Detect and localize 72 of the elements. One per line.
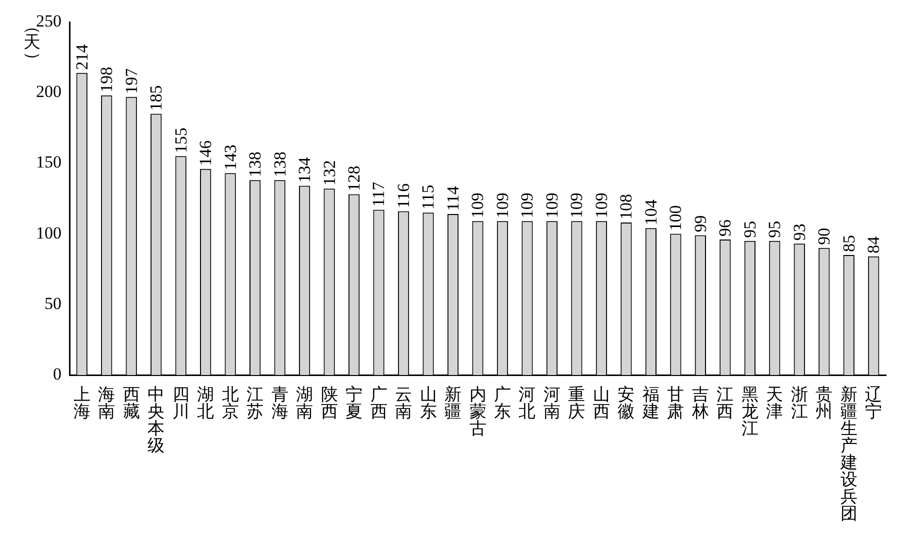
- x-tick-label: 湖南: [296, 384, 314, 421]
- data-label: 132: [320, 160, 339, 186]
- data-label: 185: [146, 85, 166, 111]
- data-label: 99: [690, 215, 710, 232]
- data-label: 84: [864, 236, 884, 254]
- y-tick-label: 150: [36, 152, 62, 172]
- x-tick-label: 宁夏: [346, 384, 363, 421]
- y-tick-label: 100: [36, 223, 62, 242]
- x-tick-label: 陕西: [320, 384, 338, 421]
- x-tick-label: 湖北: [197, 384, 214, 421]
- data-label: 114: [443, 186, 462, 212]
- x-tick-label: 重庆: [568, 384, 586, 421]
- x-tick-label: 江西: [716, 384, 734, 421]
- data-label: 95: [740, 220, 760, 238]
- y-tick-label: 50: [44, 294, 62, 313]
- data-label: 108: [616, 194, 636, 220]
- data-label: 109: [542, 192, 562, 218]
- data-label: 115: [418, 184, 438, 210]
- x-tick-label: 山东: [420, 384, 437, 421]
- x-tick-label: 贵州: [816, 384, 833, 421]
- data-label: 109: [518, 192, 537, 218]
- data-label: 85: [839, 234, 858, 252]
- y-tick-label: 250: [36, 11, 62, 30]
- data-label: 109: [592, 192, 611, 218]
- x-tick-label: 浙江: [790, 384, 808, 421]
- data-label: 128: [344, 166, 364, 192]
- data-label: 214: [72, 44, 92, 70]
- x-tick-label: 河南: [543, 384, 560, 421]
- x-tick-label: 海南: [98, 384, 116, 421]
- data-label: 96: [716, 219, 735, 236]
- x-tick-label: 新疆生产建设兵团: [839, 384, 858, 523]
- data-label: 138: [246, 152, 265, 178]
- x-tick-label: 四川: [172, 384, 190, 421]
- y-tick-label: 200: [36, 82, 62, 102]
- y-tick-label: 0: [53, 364, 62, 384]
- data-label: 95: [765, 220, 784, 238]
- x-tick-label: 上海: [73, 384, 90, 421]
- data-label: 93: [790, 224, 809, 241]
- data-label: 116: [394, 183, 413, 208]
- x-tick-label: 甘肃: [667, 384, 684, 421]
- x-tick-label: 北京: [222, 384, 239, 421]
- data-label: 146: [196, 140, 216, 166]
- x-tick-label: 吉林: [690, 384, 709, 421]
- data-label: 100: [666, 205, 686, 231]
- data-label: 155: [171, 128, 190, 154]
- data-label: 197: [122, 68, 141, 94]
- x-tick-label: 黑龙江: [741, 384, 758, 438]
- x-tick-label: 江苏: [246, 384, 264, 421]
- x-tick-label: 河北: [518, 384, 536, 421]
- x-tick-label: 山西: [592, 384, 610, 421]
- x-tick-label: 内蒙古: [469, 384, 486, 438]
- data-label: 109: [567, 192, 586, 218]
- data-label: 104: [641, 199, 660, 226]
- x-tick-label: 青海: [271, 384, 288, 421]
- x-tick-label: 福建: [641, 384, 660, 421]
- x-tick-label: 中央本级: [148, 384, 165, 455]
- data-label: 143: [220, 144, 240, 170]
- x-tick-label: 安徽: [618, 384, 635, 421]
- x-tick-label: 新疆: [444, 384, 462, 421]
- x-tick-label: 天津: [766, 384, 784, 421]
- data-label: 117: [369, 181, 388, 207]
- data-label: 90: [814, 228, 834, 245]
- x-tick-label: 广西: [370, 384, 388, 421]
- data-label: 134: [295, 156, 314, 183]
- data-label: 109: [492, 192, 512, 218]
- x-tick-label: 西藏: [122, 384, 140, 421]
- x-tick-label: 辽宁: [865, 384, 882, 421]
- x-tick-label: 云南: [395, 384, 412, 421]
- data-label: 138: [270, 152, 290, 178]
- data-label: 198: [97, 66, 116, 92]
- data-label: 109: [468, 192, 488, 218]
- x-tick-label: 广东: [494, 384, 511, 421]
